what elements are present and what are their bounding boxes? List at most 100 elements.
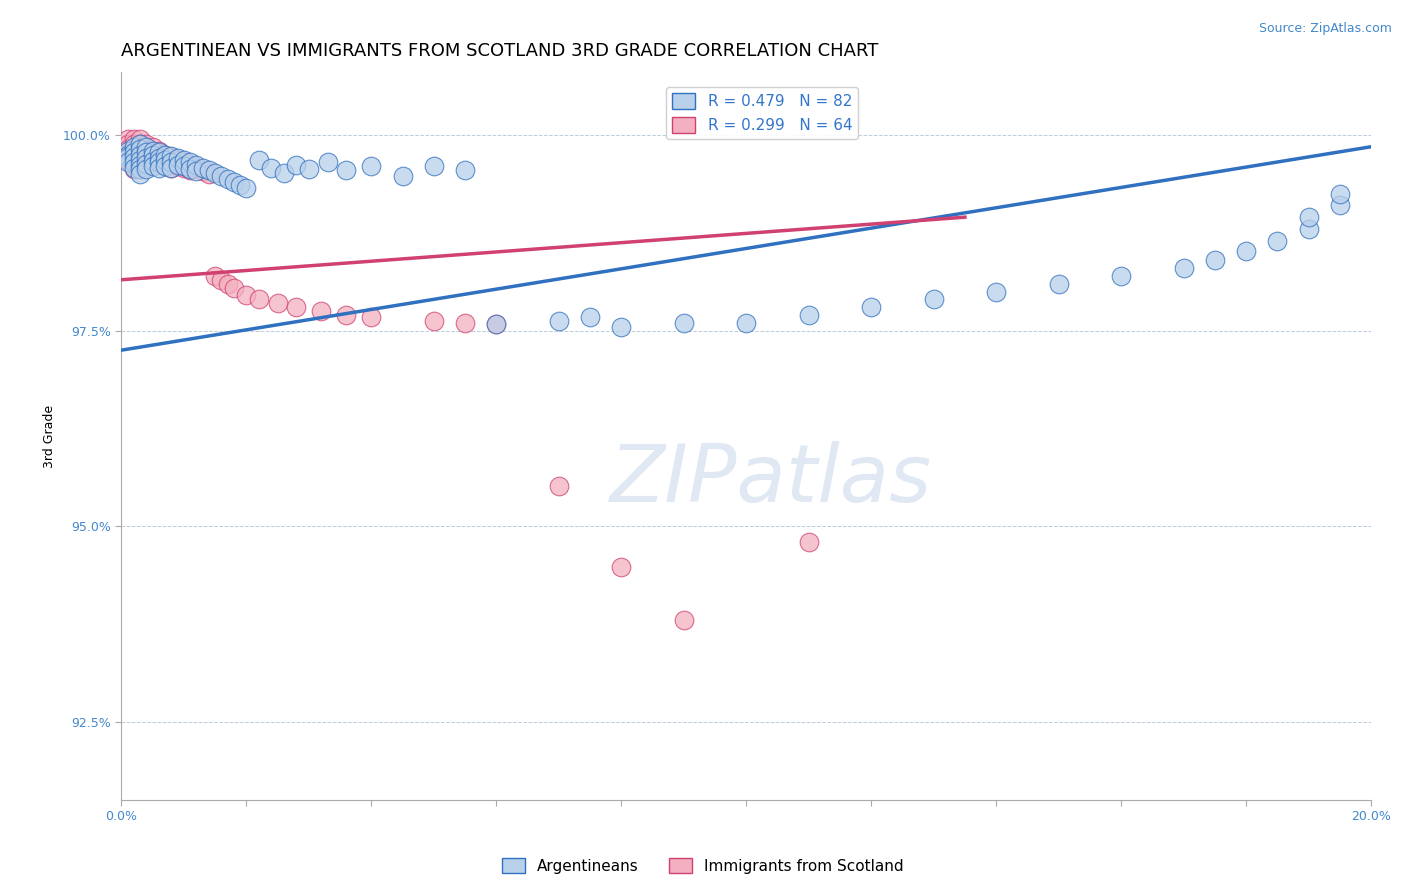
Point	[191, 161, 214, 175]
Point	[191, 164, 214, 178]
Point	[186, 161, 208, 175]
Point	[129, 132, 152, 146]
Point	[166, 153, 188, 167]
Point	[485, 318, 508, 332]
Point	[179, 161, 201, 176]
Point	[1234, 244, 1257, 258]
Point	[129, 162, 152, 177]
Point	[160, 161, 183, 175]
Point	[179, 163, 201, 178]
Point	[335, 308, 357, 322]
Point	[797, 308, 820, 322]
Point	[129, 153, 152, 167]
Point	[142, 159, 165, 173]
Point	[153, 153, 176, 167]
Point	[209, 273, 232, 287]
Legend: R = 0.479   N = 82, R = 0.299   N = 64: R = 0.479 N = 82, R = 0.299 N = 64	[666, 87, 858, 139]
Point	[423, 314, 446, 328]
Point	[311, 304, 333, 318]
Point	[153, 147, 176, 161]
Point	[135, 145, 157, 160]
Point	[129, 147, 152, 161]
Point	[204, 165, 226, 179]
Point	[135, 147, 157, 161]
Text: Source: ZipAtlas.com: Source: ZipAtlas.com	[1258, 22, 1392, 36]
Point	[229, 178, 252, 193]
Point	[166, 159, 188, 173]
Point	[1329, 198, 1351, 212]
Text: ZIPatlas: ZIPatlas	[610, 441, 932, 519]
Point	[173, 153, 195, 167]
Point	[485, 318, 508, 332]
Point	[204, 268, 226, 283]
Point	[122, 140, 145, 154]
Point	[209, 169, 232, 183]
Point	[148, 144, 170, 158]
Point	[984, 285, 1007, 299]
Point	[222, 280, 245, 294]
Point	[122, 153, 145, 167]
Point	[117, 155, 139, 169]
Point	[217, 277, 239, 291]
Point	[117, 132, 139, 146]
Point	[153, 147, 176, 161]
Point	[166, 152, 188, 166]
Point	[454, 163, 477, 178]
Point	[122, 155, 145, 169]
Point	[135, 158, 157, 172]
Point	[142, 153, 165, 168]
Point	[160, 155, 183, 169]
Point	[672, 316, 695, 330]
Point	[117, 147, 139, 161]
Point	[122, 137, 145, 152]
Point	[222, 175, 245, 189]
Point	[1204, 253, 1226, 268]
Point	[672, 613, 695, 627]
Point	[122, 161, 145, 175]
Point	[148, 148, 170, 162]
Point	[797, 534, 820, 549]
Point	[129, 137, 152, 152]
Point	[117, 153, 139, 167]
Point	[135, 162, 157, 177]
Point	[579, 310, 602, 324]
Point	[285, 300, 308, 314]
Point	[129, 167, 152, 181]
Point	[117, 147, 139, 161]
Point	[135, 152, 157, 166]
Point	[129, 162, 152, 177]
Point	[129, 142, 152, 156]
Point	[247, 293, 270, 307]
Point	[610, 560, 633, 574]
Point	[173, 161, 195, 175]
Point	[173, 159, 195, 173]
Point	[135, 137, 157, 152]
Point	[148, 145, 170, 160]
Point	[166, 158, 188, 172]
Point	[135, 142, 157, 156]
Point	[1265, 234, 1288, 248]
Point	[860, 300, 883, 314]
Point	[454, 316, 477, 330]
Point	[179, 155, 201, 169]
Point	[122, 147, 145, 161]
Point	[148, 153, 170, 168]
Point	[122, 132, 145, 146]
Point	[423, 159, 446, 173]
Point	[160, 149, 183, 163]
Point	[173, 155, 195, 169]
Point	[1298, 210, 1320, 224]
Point	[260, 161, 283, 175]
Point	[160, 154, 183, 169]
Point	[160, 150, 183, 164]
Point	[148, 161, 170, 175]
Point	[266, 296, 288, 310]
Point	[1173, 260, 1195, 275]
Point	[273, 165, 295, 179]
Point	[135, 153, 157, 167]
Point	[217, 171, 239, 186]
Point	[160, 161, 183, 175]
Point	[142, 140, 165, 154]
Point	[610, 319, 633, 334]
Point	[117, 137, 139, 152]
